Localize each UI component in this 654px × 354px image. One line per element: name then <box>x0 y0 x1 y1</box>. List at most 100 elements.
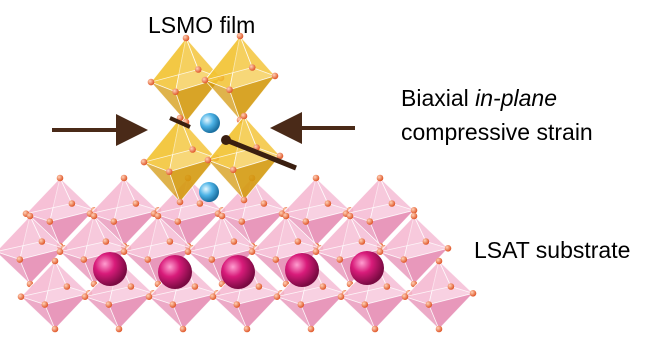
oxygen-atom <box>41 301 49 308</box>
oxygen-atom <box>194 66 202 73</box>
oxygen-atom <box>110 218 118 225</box>
a-site-atom <box>285 253 319 287</box>
oxygen-atom <box>243 325 251 333</box>
strain-label-line2: compressive strain <box>401 119 593 145</box>
oxygen-atom <box>233 301 241 308</box>
substrate-octahedra <box>0 174 477 333</box>
oxygen-atom <box>144 256 152 263</box>
oxygen-atom <box>388 200 396 207</box>
oxygen-atom <box>165 168 173 176</box>
oxygen-atom <box>297 301 305 308</box>
oxygen-atom <box>174 218 182 225</box>
film-label: LSMO film <box>148 12 256 38</box>
strain-arrows <box>52 112 355 171</box>
oxygen-atom <box>319 283 327 290</box>
oxygen-atom <box>229 166 237 174</box>
a-site-atom <box>221 255 255 289</box>
octahedron <box>201 32 279 124</box>
oxygen-atom <box>238 218 246 225</box>
a-site-atom <box>199 182 219 202</box>
octahedron <box>22 174 98 250</box>
oxygen-atom <box>201 76 209 84</box>
octahedron <box>204 112 284 204</box>
oxygen-atom <box>444 245 452 252</box>
oxygen-atom <box>312 248 320 255</box>
film-a-site-atoms <box>199 113 220 202</box>
oxygen-atom <box>51 325 59 333</box>
oxygen-atom <box>447 283 455 290</box>
oxygen-atom <box>189 146 196 153</box>
octahedron <box>342 174 418 250</box>
oxygen-atom <box>336 256 344 263</box>
oxygen-atom <box>337 293 345 301</box>
oxygen-atom <box>140 158 148 166</box>
oxygen-atom <box>169 301 177 308</box>
oxygen-atom <box>147 78 155 86</box>
oxygen-atom <box>346 212 354 220</box>
oxygen-atom <box>63 283 71 290</box>
oxygen-atom <box>179 325 187 333</box>
oxygen-atom <box>425 301 433 308</box>
film-octahedra <box>140 32 284 206</box>
arrow-back-stub <box>169 116 191 129</box>
oxygen-atom <box>383 283 391 290</box>
oxygen-atom <box>154 212 162 220</box>
oxygen-atom <box>400 256 408 263</box>
strain-label-line1: Biaxial in-plane <box>401 85 557 111</box>
oxygen-atom <box>166 238 174 245</box>
a-site-atom <box>93 252 127 286</box>
oxygen-atom <box>120 174 128 182</box>
oxygen-atom <box>132 200 140 207</box>
oxygen-atom <box>366 218 374 225</box>
octahedron <box>120 212 196 288</box>
oxygen-atom <box>312 174 320 182</box>
oxygen-atom <box>81 293 89 301</box>
oxygen-atom <box>68 200 76 207</box>
oxygen-atom <box>271 72 279 80</box>
oxygen-atom <box>90 212 98 220</box>
oxygen-atom <box>172 88 179 96</box>
oxygen-atom <box>56 248 64 255</box>
oxygen-atom <box>208 256 216 263</box>
oxygen-atom <box>145 293 153 301</box>
oxygen-atom <box>435 257 443 265</box>
oxygen-atom <box>276 152 284 160</box>
oxygen-atom <box>56 174 64 182</box>
oxygen-atom <box>16 256 24 263</box>
oxygen-atom <box>273 293 281 301</box>
oxygen-atom <box>182 34 190 42</box>
oxygen-atom <box>105 301 113 308</box>
oxygen-atom <box>46 218 54 225</box>
oxygen-atom <box>102 238 110 245</box>
a-site-atom <box>350 251 384 285</box>
oxygen-atom <box>115 325 123 333</box>
substrate-label: LSAT substrate <box>474 237 631 263</box>
oxygen-atom <box>218 212 226 220</box>
oxygen-atom <box>358 238 366 245</box>
perspective-arrow <box>225 137 297 171</box>
oxygen-atom <box>176 198 184 206</box>
oxygen-atom <box>120 248 128 255</box>
octahedron <box>17 257 93 333</box>
oxygen-atom <box>260 200 268 207</box>
oxygen-atom <box>26 212 34 220</box>
oxygen-atom <box>422 238 430 245</box>
oxygen-atom <box>51 257 59 265</box>
oxygen-atom <box>38 238 46 245</box>
oxygen-atom <box>469 290 477 297</box>
oxygen-atom <box>401 293 409 301</box>
oxygen-atom <box>204 156 212 164</box>
oxygen-atom <box>184 248 192 255</box>
a-site-atom <box>200 113 220 133</box>
arrow-tip <box>221 135 231 145</box>
oxygen-atom <box>302 218 310 225</box>
octahedron <box>278 174 354 250</box>
oxygen-atom <box>191 283 199 290</box>
octahedron <box>401 257 477 333</box>
oxygen-atom <box>294 238 302 245</box>
oxygen-atom <box>248 64 256 71</box>
oxygen-atom <box>376 174 384 182</box>
oxygen-atom <box>226 86 233 94</box>
